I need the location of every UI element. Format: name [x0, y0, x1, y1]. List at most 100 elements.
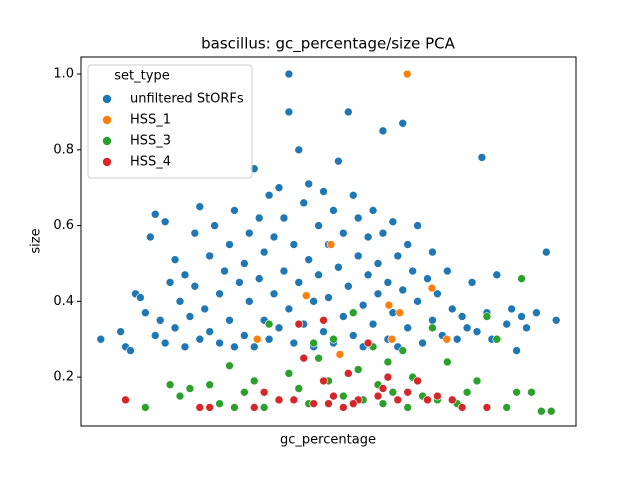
point: [383, 372, 393, 382]
point: [220, 266, 229, 276]
y-tick-label: 0.8: [53, 142, 74, 157]
point: [150, 331, 160, 340]
legend-label: HSS_4: [130, 155, 171, 170]
point: [378, 384, 388, 393]
point: [373, 259, 383, 268]
point: [393, 395, 403, 405]
point: [423, 395, 432, 405]
y-tick-label: 0.6: [53, 218, 74, 233]
point: [373, 391, 383, 401]
point: [408, 266, 417, 276]
point: [136, 293, 145, 302]
legend-marker: [102, 136, 112, 146]
point: [418, 338, 427, 348]
point: [180, 270, 190, 280]
point: [126, 346, 135, 355]
point: [452, 334, 462, 344]
point: [205, 327, 214, 336]
point: [259, 403, 269, 412]
point: [472, 376, 482, 386]
point: [378, 126, 388, 136]
point: [195, 403, 205, 412]
point: [348, 331, 358, 340]
point: [264, 319, 274, 329]
point: [309, 297, 318, 306]
point: [517, 312, 526, 321]
point: [423, 274, 432, 283]
point: [413, 297, 422, 306]
point: [165, 278, 175, 287]
point: [230, 403, 239, 412]
point: [185, 312, 195, 321]
legend: set_type unfiltered StORFs HSS_1 HSS_3 HSS_4: [87, 64, 253, 179]
point: [447, 304, 457, 314]
point: [343, 281, 353, 291]
point: [225, 361, 234, 371]
point: [398, 346, 408, 355]
point: [121, 395, 130, 405]
point: [274, 183, 284, 193]
y-tick-label: 0.2: [53, 370, 74, 385]
point: [368, 319, 378, 329]
point: [252, 334, 262, 344]
legend-title: set_type: [114, 69, 169, 84]
point: [353, 365, 363, 374]
point: [215, 289, 224, 299]
point: [402, 69, 412, 79]
point: [304, 255, 314, 264]
chart-title: bascillus: gc_percentage/size PCA: [201, 35, 456, 54]
point: [240, 331, 249, 340]
point: [546, 406, 556, 416]
point: [393, 251, 403, 261]
point: [254, 274, 264, 283]
point: [395, 308, 405, 318]
point: [249, 376, 259, 386]
point: [180, 342, 190, 352]
point: [442, 334, 452, 344]
point: [294, 384, 304, 393]
point: [269, 289, 279, 299]
point: [477, 153, 487, 162]
point: [225, 240, 234, 249]
point: [403, 403, 413, 412]
point: [240, 387, 249, 397]
point: [378, 228, 388, 238]
point: [387, 334, 397, 344]
point: [254, 213, 264, 223]
point: [240, 259, 249, 268]
point: [353, 251, 363, 261]
point: [205, 251, 214, 261]
point: [215, 399, 224, 408]
point: [353, 213, 363, 223]
point: [413, 221, 422, 230]
legend-label: HSS_3: [130, 134, 171, 149]
point: [190, 228, 200, 238]
point: [433, 289, 442, 299]
point: [294, 278, 304, 287]
point: [462, 387, 472, 397]
legend-marker: [102, 115, 112, 125]
point: [259, 247, 269, 257]
point: [343, 369, 353, 378]
point: [532, 308, 541, 318]
point: [339, 312, 348, 321]
point: [457, 312, 467, 321]
point: [314, 221, 323, 230]
point: [249, 342, 259, 352]
point: [329, 334, 338, 344]
point: [467, 278, 477, 287]
point: [205, 380, 214, 390]
point: [304, 179, 314, 189]
point: [274, 323, 284, 333]
point: [215, 338, 224, 348]
y-axis-label: size: [29, 228, 44, 253]
point: [383, 357, 393, 367]
point: [299, 198, 309, 208]
point: [96, 334, 106, 344]
point: [363, 232, 373, 242]
point: [185, 384, 195, 393]
point: [294, 145, 304, 155]
point: [274, 395, 284, 405]
point: [299, 353, 309, 363]
